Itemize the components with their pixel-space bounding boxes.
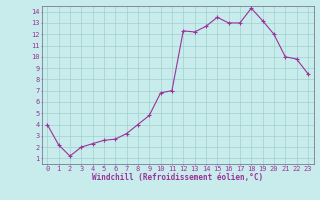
X-axis label: Windchill (Refroidissement éolien,°C): Windchill (Refroidissement éolien,°C) bbox=[92, 173, 263, 182]
